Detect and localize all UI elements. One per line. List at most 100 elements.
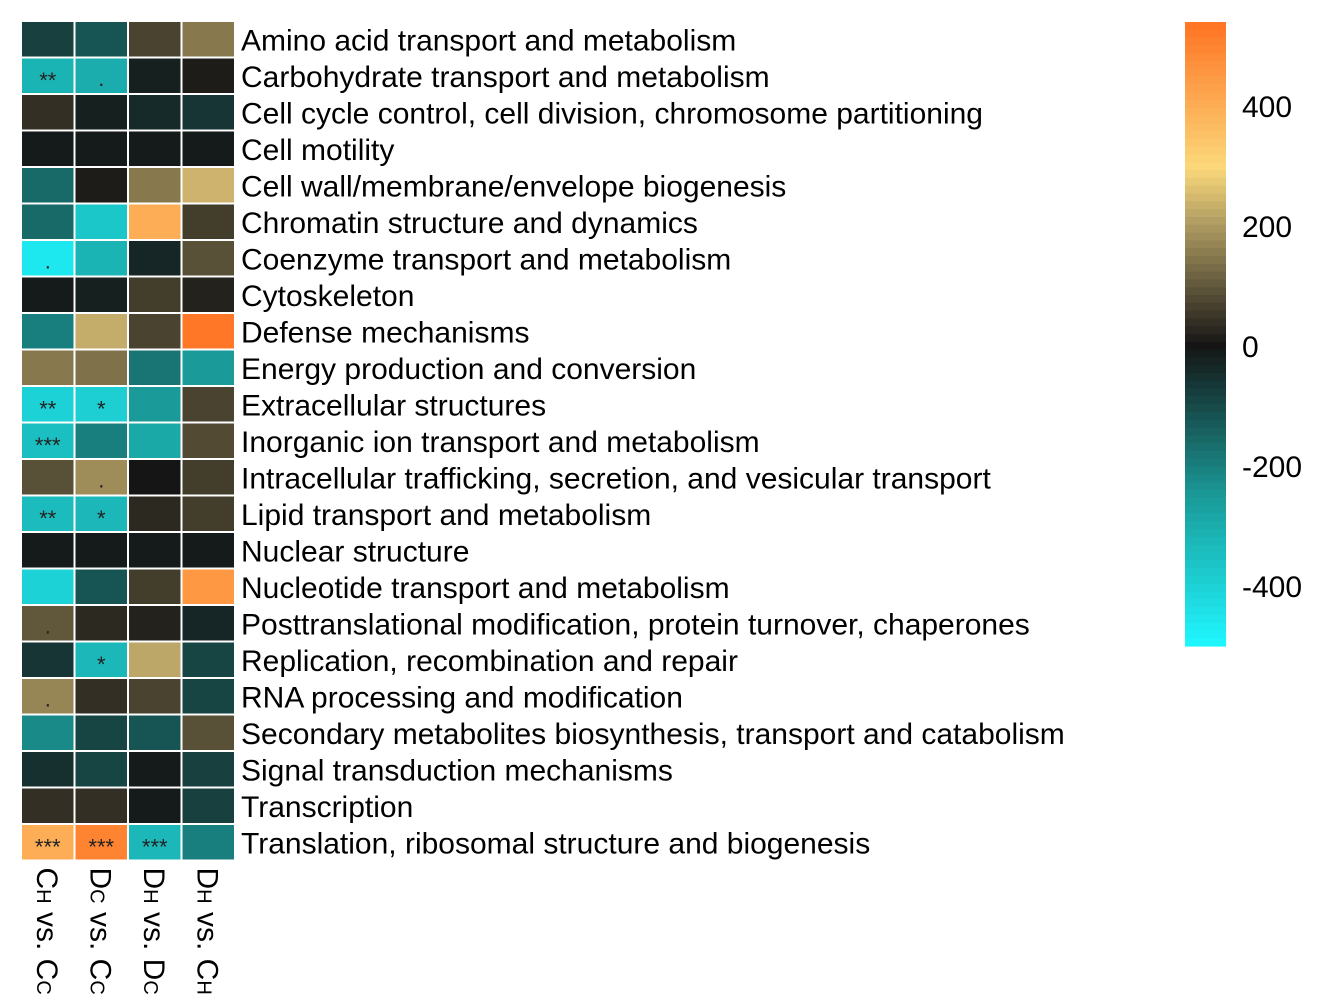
heatmap-cell <box>22 533 74 568</box>
legend-step <box>1185 256 1226 265</box>
heatmap-cell <box>129 22 181 57</box>
heatmap-cell <box>129 277 181 312</box>
heatmap-cell <box>22 387 74 422</box>
legend-step <box>1185 37 1226 46</box>
legend-step <box>1185 341 1226 351</box>
legend-step <box>1185 154 1226 163</box>
row-label: Chromatin structure and dynamics <box>241 207 698 240</box>
significance-marker: . <box>45 613 51 638</box>
legend-step <box>1185 599 1226 608</box>
heatmap-cell <box>22 496 74 531</box>
row-label: Lipid transport and metabolism <box>241 499 651 532</box>
legend-step <box>1185 482 1226 491</box>
legend-tick-label: 400 <box>1242 91 1292 124</box>
heatmap-cell <box>182 752 234 787</box>
heatmap-cell <box>182 569 234 604</box>
legend-step <box>1185 435 1226 444</box>
heatmap-cell <box>129 496 181 531</box>
legend-step <box>1185 412 1226 421</box>
heatmap-cell <box>182 606 234 641</box>
color-legend-ticks: 400 200 0 -200 -400 <box>1242 91 1302 604</box>
heatmap-cell <box>129 241 181 276</box>
legend-step <box>1185 490 1226 499</box>
heatmap-cell <box>22 423 74 458</box>
legend-step <box>1185 193 1226 202</box>
legend-step <box>1185 318 1226 327</box>
row-label: Replication, recombination and repair <box>241 645 738 678</box>
heatmap-cell <box>129 350 181 385</box>
legend-step <box>1185 529 1226 538</box>
heatmap-cell <box>22 314 74 349</box>
heatmap-cell <box>22 569 74 604</box>
row-label: Translation, ribosomal structure and bio… <box>241 827 870 860</box>
heatmap-cell <box>22 131 74 166</box>
legend-step <box>1185 380 1226 390</box>
legend-tick-label: 0 <box>1242 331 1259 364</box>
row-label: Cell motility <box>241 134 394 167</box>
heatmap-cell <box>22 168 74 203</box>
legend-step <box>1185 123 1226 132</box>
legend-step <box>1185 224 1226 234</box>
row-label: Signal transduction mechanisms <box>241 754 673 787</box>
heatmap-cell <box>182 58 234 93</box>
significance-marker: * <box>97 652 106 677</box>
heatmap-cell <box>75 131 127 166</box>
legend-step <box>1185 622 1226 631</box>
heatmap-cell <box>129 423 181 458</box>
heatmap-cell <box>182 825 234 860</box>
heatmap-cell <box>75 58 127 93</box>
row-label: RNA processing and modification <box>241 681 683 714</box>
significance-marker: *** <box>88 834 114 859</box>
legend-step <box>1185 92 1226 101</box>
legend-step <box>1185 396 1226 405</box>
heatmap-cell <box>182 496 234 531</box>
row-label: Defense mechanisms <box>241 316 529 349</box>
legend-step <box>1185 107 1226 117</box>
significance-marker: *** <box>35 834 61 859</box>
significance-marker: ** <box>39 506 57 531</box>
row-label: Extracellular structures <box>241 389 546 422</box>
heatmap-cell <box>129 642 181 677</box>
heatmap-cell <box>129 314 181 349</box>
heatmap-cell <box>22 58 74 93</box>
significance-marker: * <box>97 506 106 531</box>
significance-marker: ** <box>39 396 57 421</box>
heatmap-cell <box>129 95 181 130</box>
legend-step <box>1185 76 1226 85</box>
heatmap-cell <box>129 606 181 641</box>
heatmap-cell <box>75 788 127 823</box>
heatmap-cell <box>182 314 234 349</box>
legend-step <box>1185 536 1226 546</box>
legend-step <box>1185 451 1226 460</box>
heatmap-cell <box>22 204 74 239</box>
heatmap-cell <box>182 241 234 276</box>
row-label: Posttranslational modification, protein … <box>241 608 1030 641</box>
color-legend: 400 200 0 -200 -400 <box>1185 22 1302 647</box>
legend-tick-label: -200 <box>1242 451 1302 484</box>
heatmap-cell <box>22 752 74 787</box>
heatmap-cell <box>75 642 127 677</box>
legend-step <box>1185 201 1226 210</box>
heatmap-cell <box>182 22 234 57</box>
heatmap-cell <box>22 715 74 750</box>
heatmap-cell <box>22 642 74 677</box>
legend-step <box>1185 568 1226 577</box>
legend-step <box>1185 271 1226 280</box>
heatmap-cell <box>75 533 127 568</box>
heatmap-cell <box>22 350 74 385</box>
heatmap-cell <box>22 788 74 823</box>
legend-step <box>1185 419 1226 429</box>
significance-marker: * <box>97 396 106 421</box>
heatmap-cell <box>22 95 74 130</box>
heatmap-cell <box>129 460 181 495</box>
heatmap-cell <box>129 58 181 93</box>
legend-step <box>1185 170 1226 179</box>
legend-step <box>1185 240 1226 249</box>
heatmap-cell <box>129 204 181 239</box>
heatmap-cell <box>129 533 181 568</box>
legend-step <box>1185 591 1226 600</box>
legend-step <box>1185 443 1226 452</box>
heatmap-cell <box>129 168 181 203</box>
significance-marker: . <box>98 66 104 91</box>
legend-step <box>1185 630 1226 639</box>
